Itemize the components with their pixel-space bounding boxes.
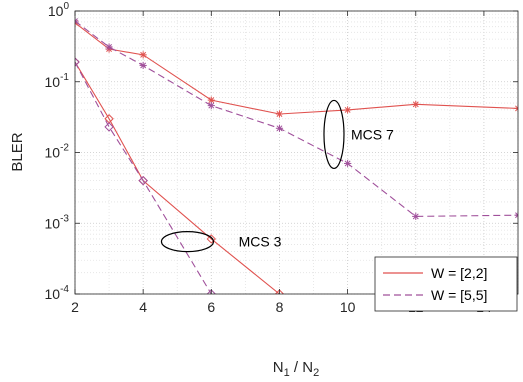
data-point <box>344 160 351 167</box>
data-point <box>412 213 419 220</box>
grid-lines <box>74 10 519 295</box>
y-tick-label: 10-2 <box>45 143 70 161</box>
data-point <box>75 20 78 25</box>
annotations: MCS 7 MCS 3 <box>160 99 394 253</box>
y-tick-label: 10-3 <box>45 213 70 231</box>
x-tick-label: 6 <box>207 299 215 315</box>
data-point <box>276 125 283 132</box>
data-point <box>274 289 285 294</box>
data-point <box>515 214 518 219</box>
data-point <box>515 107 518 112</box>
data-point <box>138 175 148 186</box>
annotation-label: MCS 7 <box>351 126 394 142</box>
data-point <box>140 62 147 69</box>
series-line <box>75 20 518 217</box>
legend: W = [2,2] W = [5,5] <box>374 256 518 312</box>
data-point <box>206 234 217 244</box>
legend-label: W = [2,2] <box>431 265 487 281</box>
annotation-ellipse <box>160 231 215 253</box>
data-point <box>344 106 351 113</box>
data-point <box>106 44 113 50</box>
data-point <box>140 51 147 58</box>
annotation-ellipse <box>323 99 345 170</box>
x-tick-label: 10 <box>340 299 356 315</box>
x-tick-label: 8 <box>276 299 284 315</box>
legend-box <box>374 256 518 312</box>
data-point <box>208 102 215 109</box>
data-point <box>104 122 114 132</box>
x-tick-label: 4 <box>139 299 147 315</box>
series-mcs3-w55 <box>75 57 217 294</box>
series-layer <box>75 17 518 294</box>
y-axis-label: BLER <box>9 132 26 171</box>
y-tick-label: 100 <box>48 1 70 19</box>
series-mcs7-w55 <box>75 17 518 220</box>
data-point <box>75 22 78 26</box>
data-point <box>412 101 419 108</box>
series-line <box>75 61 212 294</box>
data-point <box>75 18 78 22</box>
data-point <box>276 111 283 117</box>
data-point <box>208 97 215 104</box>
x-tick-label: 2 <box>71 299 79 315</box>
data-point <box>515 105 518 110</box>
data-point <box>515 212 518 216</box>
legend-label: W = [5,5] <box>431 287 487 303</box>
y-tick-label: 10-4 <box>45 284 70 302</box>
data-point <box>75 57 80 67</box>
annotation-label: MCS 3 <box>239 234 282 250</box>
data-point <box>206 289 217 294</box>
x-axis-label: N1 / N2 <box>273 359 319 379</box>
y-tick-label: 10-1 <box>45 72 70 90</box>
